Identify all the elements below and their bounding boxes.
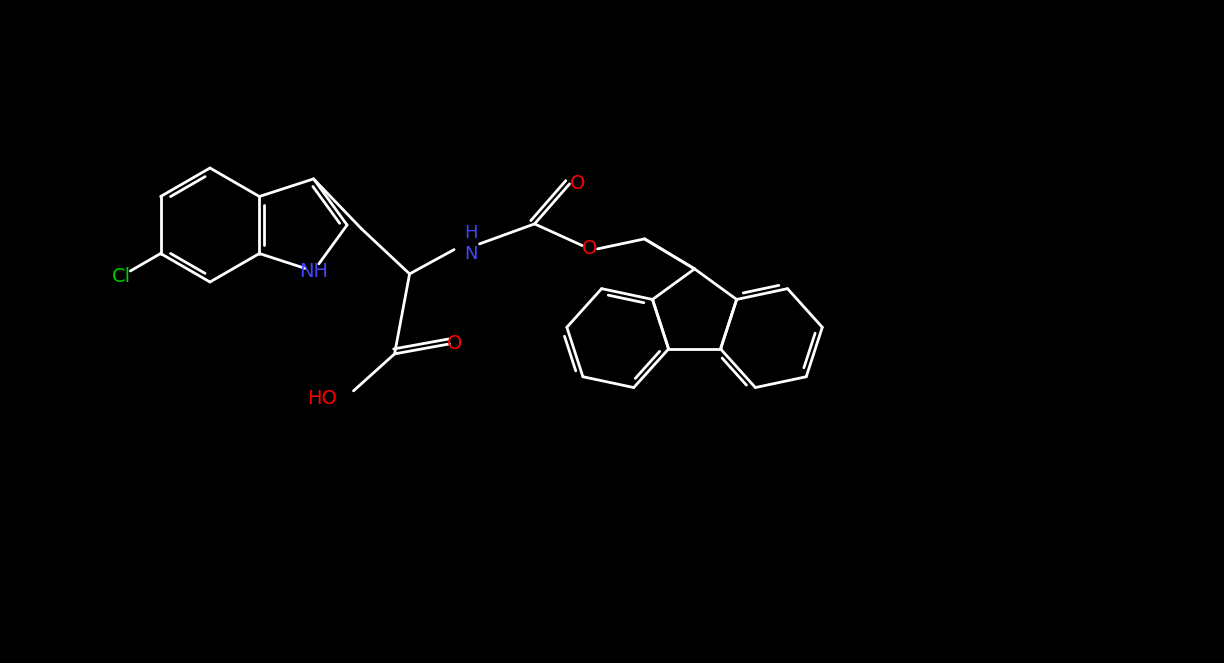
Text: O: O — [570, 174, 585, 194]
Text: O: O — [581, 239, 597, 259]
Text: H
N: H N — [465, 225, 479, 263]
Text: Cl: Cl — [113, 267, 131, 286]
Text: O: O — [447, 334, 463, 353]
Text: HO: HO — [307, 389, 337, 408]
Text: NH: NH — [299, 262, 328, 280]
